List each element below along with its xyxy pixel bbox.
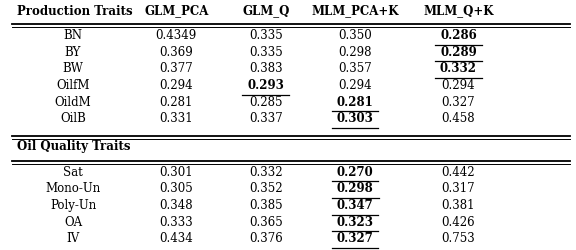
Text: Oil Quality Traits: Oil Quality Traits — [17, 140, 131, 153]
Text: Production Traits: Production Traits — [17, 4, 132, 18]
Text: 0.293: 0.293 — [247, 79, 284, 92]
Text: 0.298: 0.298 — [338, 46, 372, 59]
Text: 0.294: 0.294 — [338, 79, 372, 92]
Text: 0.385: 0.385 — [249, 199, 283, 212]
Text: 0.335: 0.335 — [249, 46, 283, 59]
Text: 0.352: 0.352 — [249, 182, 283, 196]
Text: 0.331: 0.331 — [160, 112, 193, 126]
Text: 0.458: 0.458 — [442, 112, 475, 126]
Text: 0.327: 0.327 — [442, 96, 475, 109]
Text: 0.332: 0.332 — [440, 62, 477, 76]
Text: MLM_PCA+K: MLM_PCA+K — [312, 4, 399, 18]
Text: 0.303: 0.303 — [337, 112, 374, 126]
Text: 0.753: 0.753 — [442, 232, 475, 245]
Text: 0.281: 0.281 — [337, 96, 373, 109]
Text: BY: BY — [65, 46, 81, 59]
Text: 0.332: 0.332 — [249, 166, 283, 179]
Text: Poly-Un: Poly-Un — [50, 199, 96, 212]
Text: 0.337: 0.337 — [249, 112, 283, 126]
Text: 0.348: 0.348 — [160, 199, 193, 212]
Text: 0.317: 0.317 — [442, 182, 475, 196]
Text: GLM_Q: GLM_Q — [242, 4, 289, 18]
Text: 0.294: 0.294 — [442, 79, 475, 92]
Text: 0.365: 0.365 — [249, 216, 283, 229]
Text: 0.383: 0.383 — [249, 62, 283, 76]
Text: 0.434: 0.434 — [160, 232, 193, 245]
Text: BW: BW — [63, 62, 84, 76]
Text: 0.333: 0.333 — [160, 216, 193, 229]
Text: 0.285: 0.285 — [249, 96, 282, 109]
Text: 0.4349: 0.4349 — [156, 29, 197, 42]
Text: 0.281: 0.281 — [160, 96, 193, 109]
Text: BN: BN — [63, 29, 82, 42]
Text: 0.327: 0.327 — [337, 232, 374, 245]
Text: 0.335: 0.335 — [249, 29, 283, 42]
Text: 0.294: 0.294 — [160, 79, 193, 92]
Text: 0.298: 0.298 — [337, 182, 373, 196]
Text: IV: IV — [66, 232, 79, 245]
Text: 0.369: 0.369 — [160, 46, 193, 59]
Text: MLM_Q+K: MLM_Q+K — [423, 4, 494, 18]
Text: 0.301: 0.301 — [160, 166, 193, 179]
Text: 0.350: 0.350 — [338, 29, 372, 42]
Text: 0.289: 0.289 — [440, 46, 477, 59]
Text: 0.381: 0.381 — [442, 199, 475, 212]
Text: 0.377: 0.377 — [160, 62, 193, 76]
Text: 0.305: 0.305 — [160, 182, 193, 196]
Text: OA: OA — [64, 216, 82, 229]
Text: OilfM: OilfM — [56, 79, 90, 92]
Text: GLM_PCA: GLM_PCA — [144, 4, 209, 18]
Text: 0.426: 0.426 — [442, 216, 475, 229]
Text: Mono-Un: Mono-Un — [46, 182, 101, 196]
Text: 0.442: 0.442 — [442, 166, 475, 179]
Text: 0.347: 0.347 — [337, 199, 373, 212]
Text: Sat: Sat — [63, 166, 83, 179]
Text: OilB: OilB — [60, 112, 86, 126]
Text: 0.376: 0.376 — [249, 232, 283, 245]
Text: 0.357: 0.357 — [338, 62, 372, 76]
Text: 0.323: 0.323 — [336, 216, 374, 229]
Text: 0.270: 0.270 — [337, 166, 373, 179]
Text: OildM: OildM — [55, 96, 92, 109]
Text: 0.286: 0.286 — [440, 29, 477, 42]
